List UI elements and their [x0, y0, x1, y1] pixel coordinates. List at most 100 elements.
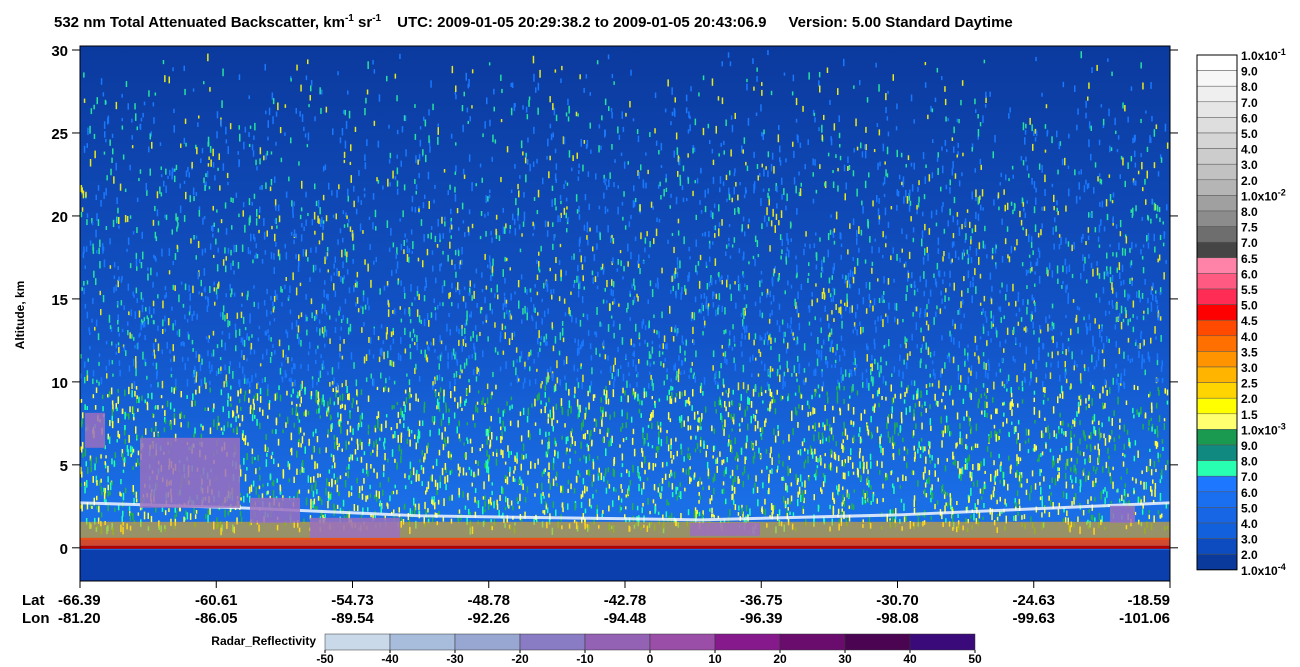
speck: [1110, 500, 1113, 505]
speck: [142, 297, 144, 303]
speck: [500, 74, 502, 81]
speck: [1034, 483, 1037, 490]
speck: [243, 374, 246, 379]
speck: [526, 114, 529, 120]
speck: [301, 380, 303, 389]
speck: [330, 492, 332, 500]
speck: [338, 443, 340, 447]
speck: [396, 188, 399, 195]
speck: [89, 331, 91, 336]
speck: [969, 392, 971, 398]
speck: [700, 481, 703, 485]
speck: [1117, 316, 1119, 322]
speck: [670, 193, 672, 198]
speck: [1141, 162, 1143, 170]
speck: [1085, 112, 1087, 119]
speck: [239, 511, 242, 517]
speck: [502, 410, 504, 417]
speck: [770, 446, 772, 454]
speck: [621, 201, 624, 206]
speck: [647, 442, 650, 447]
speck: [761, 82, 763, 86]
speck: [864, 150, 867, 159]
speck: [357, 308, 360, 313]
speck: [225, 256, 227, 261]
speck: [397, 280, 399, 285]
speck: [227, 421, 229, 428]
speck: [892, 483, 894, 488]
speck: [993, 486, 995, 491]
speck: [441, 467, 444, 476]
speck: [1018, 475, 1021, 482]
speck: [945, 288, 947, 293]
speck: [176, 244, 179, 250]
speck: [103, 121, 106, 129]
speck: [701, 514, 704, 522]
speck: [1030, 371, 1032, 379]
speck: [547, 418, 549, 424]
speck: [612, 238, 614, 242]
speck: [687, 153, 689, 158]
speck: [432, 265, 434, 272]
speck: [522, 382, 525, 389]
speck: [161, 506, 164, 512]
speck: [1026, 478, 1028, 484]
speck: [397, 434, 399, 443]
speck: [993, 199, 995, 206]
speck: [216, 131, 218, 139]
speck: [463, 91, 465, 97]
speck: [383, 387, 385, 393]
speck: [115, 101, 118, 110]
speck: [739, 182, 741, 186]
speck: [347, 420, 349, 425]
speck: [787, 238, 789, 246]
speck: [568, 307, 570, 315]
speck: [942, 279, 944, 285]
speck: [166, 342, 168, 349]
speck: [954, 459, 956, 466]
speck: [1023, 327, 1025, 331]
speck: [865, 308, 868, 314]
speck: [339, 336, 341, 341]
speck: [145, 307, 147, 312]
speck: [767, 192, 769, 198]
speck: [823, 256, 825, 263]
speck: [553, 385, 556, 393]
speck: [146, 401, 148, 405]
speck: [728, 243, 730, 247]
speck: [261, 493, 264, 500]
speck: [136, 434, 139, 439]
speck: [794, 298, 796, 307]
speck: [544, 406, 546, 414]
speck: [554, 273, 557, 281]
speck: [116, 216, 118, 224]
speck: [760, 104, 762, 112]
speck: [390, 427, 393, 431]
speck: [336, 445, 339, 451]
speck: [557, 215, 559, 223]
speck: [309, 515, 312, 520]
speck: [1129, 278, 1131, 284]
speck: [974, 168, 976, 173]
speck: [1163, 423, 1166, 431]
speck: [994, 430, 996, 437]
speck: [747, 399, 749, 405]
speck: [970, 514, 972, 519]
speck: [433, 199, 435, 204]
speck: [1045, 362, 1048, 368]
speck: [835, 304, 837, 310]
speck: [893, 442, 896, 446]
speck: [481, 400, 483, 405]
speck: [329, 338, 331, 344]
speck: [647, 299, 649, 304]
speck: [797, 498, 799, 507]
speck: [744, 456, 746, 465]
speck: [449, 381, 451, 390]
speck: [830, 467, 833, 471]
speck: [878, 198, 880, 204]
speck: [1118, 347, 1121, 355]
speck: [577, 176, 580, 181]
speck: [576, 209, 579, 214]
speck: [737, 512, 740, 516]
speck: [926, 304, 928, 310]
